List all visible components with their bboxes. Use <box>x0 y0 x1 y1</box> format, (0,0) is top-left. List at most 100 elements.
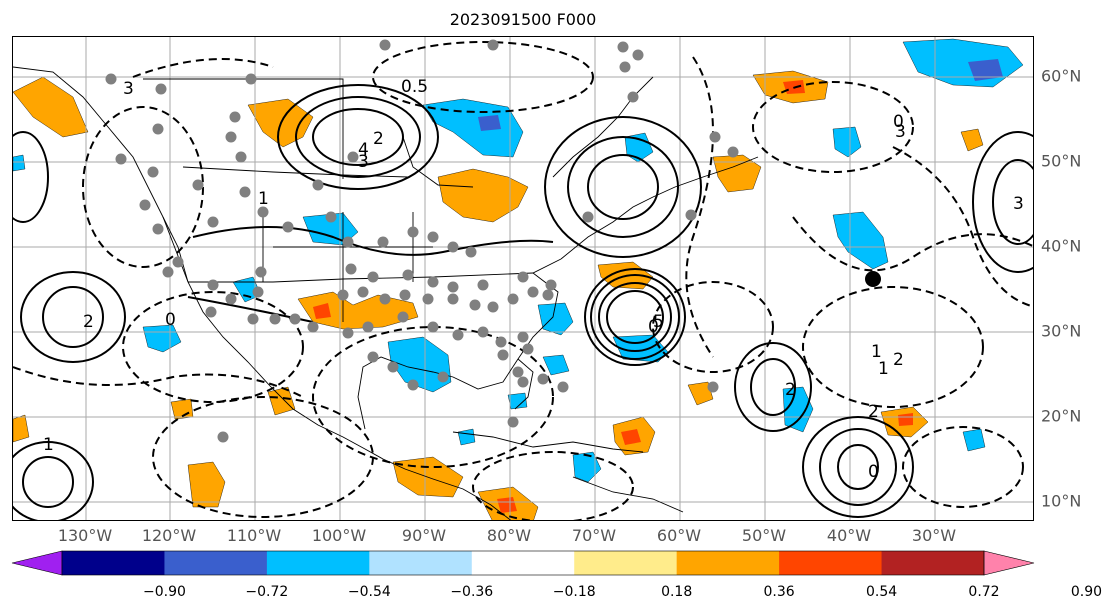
station-dot <box>362 321 374 333</box>
station-dot <box>517 271 529 283</box>
contour-label: 1 <box>871 342 882 362</box>
longitude-label: 110°W <box>226 526 282 545</box>
station-dot <box>307 321 319 333</box>
map-title: 2023091500 F000 <box>449 10 597 29</box>
colorbar-tick-label: 0.90 <box>1070 584 1102 600</box>
latitude-label: 60°N <box>1041 66 1082 86</box>
strong-negative-regions <box>478 59 1003 131</box>
contour-label: 3 <box>123 79 134 99</box>
station-dot <box>247 313 259 325</box>
contour-label: 3 <box>1013 194 1024 214</box>
station-dot <box>522 343 534 355</box>
latitude-label: 30°N <box>1041 321 1082 341</box>
station-dot <box>685 209 697 221</box>
colorbar-max-arrow <box>983 550 1035 576</box>
station-dot <box>289 313 301 325</box>
longitude-label: 60°W <box>656 526 702 545</box>
station-dot <box>542 289 554 301</box>
station-dot <box>727 146 739 158</box>
station-dot <box>207 279 219 291</box>
station-dot <box>225 293 237 305</box>
colorbar-segment <box>369 551 473 575</box>
contour-label: 0 <box>648 317 659 337</box>
contour-label: 0 <box>868 462 879 482</box>
station-dot <box>105 73 117 85</box>
station-dot <box>235 151 247 163</box>
station-dot <box>162 266 174 278</box>
colorbar-segment <box>471 551 575 575</box>
station-dot <box>312 179 324 191</box>
longitude-label: 50°W <box>741 526 787 545</box>
station-dot <box>437 371 449 383</box>
colorbar-tick-label: −0.90 <box>142 584 186 600</box>
longitude-label: 30°W <box>911 526 957 545</box>
station-dot <box>387 361 399 373</box>
station-dot <box>217 431 229 443</box>
map-panel: 0.5 3 2 4 3 1 3 2 1 0 2 0 5 2 1 0 2 3 0 1 <box>12 36 1034 521</box>
station-dot <box>342 236 354 248</box>
contour-label: 0 <box>893 112 904 132</box>
station-dot <box>147 166 159 178</box>
station-dot <box>367 351 379 363</box>
station-dot <box>537 373 549 385</box>
station-dot <box>465 246 477 258</box>
latitude-label: 50°N <box>1041 151 1082 171</box>
storm-core-regions <box>313 80 913 513</box>
solid-contours <box>13 84 1033 520</box>
station-dot <box>477 279 489 291</box>
station-dot <box>617 41 629 53</box>
station-dot <box>427 231 439 243</box>
station-dot <box>245 73 257 85</box>
station-dot <box>627 91 639 103</box>
colorbar-segment <box>574 551 678 575</box>
station-dot <box>205 306 217 318</box>
contour-label: 4 <box>358 140 369 160</box>
station-dot <box>452 329 464 341</box>
station-dot <box>282 221 294 233</box>
station-dot <box>447 293 459 305</box>
contour-label: 2 <box>83 312 94 332</box>
colorbar-tick-label: 0.72 <box>968 584 1000 600</box>
dashed-contours <box>13 41 1033 520</box>
longitude-label: 80°W <box>486 526 532 545</box>
longitude-label: 40°W <box>826 526 872 545</box>
station-dot <box>192 179 204 191</box>
station-dot <box>545 279 557 291</box>
station-dot <box>397 311 409 323</box>
colorbar-tick-label: −0.18 <box>552 584 596 600</box>
station-dot <box>229 111 241 123</box>
station-dot <box>512 366 524 378</box>
colorbar-segment <box>779 551 883 575</box>
contour-label: 3 <box>895 122 906 142</box>
contour-label: 2 <box>785 380 796 400</box>
colorbar <box>11 550 1035 576</box>
station-dot <box>325 211 337 223</box>
station-dot <box>632 49 644 61</box>
station-dot <box>495 336 507 348</box>
station-dot <box>255 266 267 278</box>
storm-center-marker <box>865 271 881 287</box>
colorbar-tick-label: 0.54 <box>865 584 898 600</box>
station-dot <box>517 376 529 388</box>
station-dot <box>407 379 419 391</box>
station-dot <box>357 286 369 298</box>
station-dot <box>517 331 529 343</box>
contour-label: 1 <box>43 435 54 455</box>
colorbar-segment <box>881 551 985 575</box>
station-dot <box>447 281 459 293</box>
station-dot <box>402 269 414 281</box>
negative-anomaly-regions <box>13 38 1024 483</box>
station-dot <box>427 276 439 288</box>
colorbar-segment <box>62 551 165 575</box>
station-dot <box>469 299 481 311</box>
station-dot <box>487 39 499 51</box>
station-dot <box>269 313 281 325</box>
latitude-label: 40°N <box>1041 236 1082 256</box>
contour-label: 0.5 <box>401 77 428 97</box>
longitude-label: 70°W <box>571 526 617 545</box>
station-dot <box>379 39 391 51</box>
station-dot <box>337 289 349 301</box>
contour-label: 2 <box>373 129 384 149</box>
colorbar-tick-label: 0.18 <box>661 584 693 600</box>
